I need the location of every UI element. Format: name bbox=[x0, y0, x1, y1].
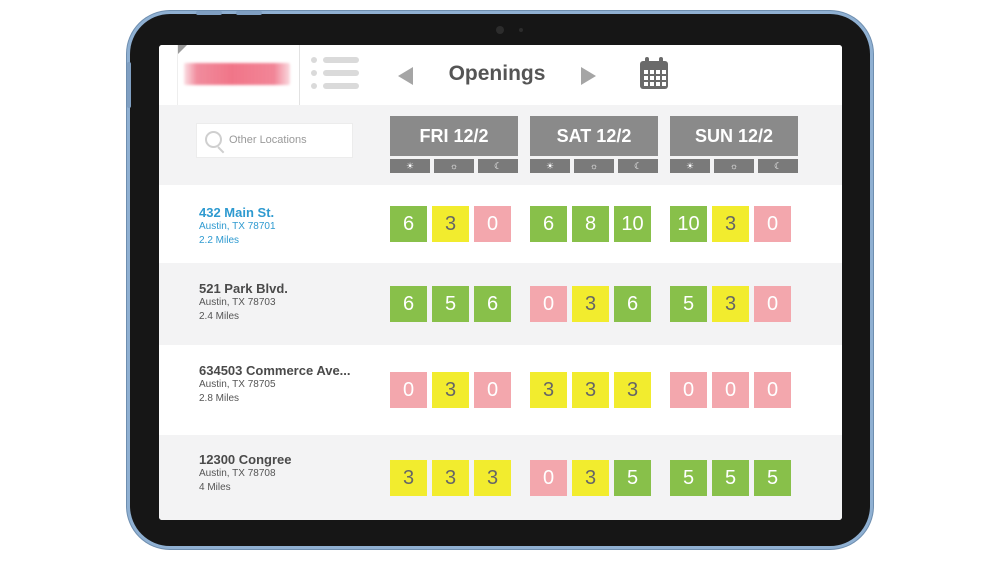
day-header-band: FRI 12/2 ☀ ☼ ☾ SAT 12/2 ☀ ☼ ☾ SUN 12/2 ☀ ☼ ☾ bbox=[159, 105, 842, 185]
day-column: SUN 12/2 ☀ ☼ ☾ bbox=[670, 116, 798, 173]
list-menu-icon[interactable] bbox=[311, 57, 361, 91]
location-name[interactable]: 634503 Commerce Ave... bbox=[199, 363, 351, 378]
opening-count-cell[interactable]: 3 bbox=[614, 372, 651, 408]
opening-count-cell[interactable]: 10 bbox=[670, 206, 707, 242]
opening-count-cell[interactable]: 3 bbox=[530, 372, 567, 408]
front-camera bbox=[496, 26, 504, 34]
location-name[interactable]: 12300 Congree bbox=[199, 452, 292, 467]
logo-area bbox=[177, 45, 300, 105]
day-header-button[interactable]: SAT 12/2 bbox=[530, 116, 658, 156]
morning-icon: ☀ bbox=[530, 159, 570, 173]
chevron-left-icon[interactable] bbox=[398, 67, 413, 85]
opening-count-cell[interactable]: 0 bbox=[474, 372, 511, 408]
camera-sensor bbox=[519, 28, 523, 32]
opening-count-cell[interactable]: 6 bbox=[530, 206, 567, 242]
opening-count-cell[interactable]: 5 bbox=[432, 286, 469, 322]
moon-icon: ☾ bbox=[478, 159, 518, 173]
opening-count-cell[interactable]: 3 bbox=[390, 460, 427, 496]
time-slot-row: ☀ ☼ ☾ bbox=[670, 159, 798, 173]
opening-count-cell[interactable]: 5 bbox=[670, 286, 707, 322]
moon-icon: ☾ bbox=[758, 159, 798, 173]
location-distance: 2.8 Miles bbox=[199, 393, 240, 404]
opening-count-cell[interactable]: 0 bbox=[390, 372, 427, 408]
sun-icon: ☼ bbox=[714, 159, 754, 173]
opening-count-cell[interactable]: 3 bbox=[572, 286, 609, 322]
opening-count-cell[interactable]: 3 bbox=[432, 206, 469, 242]
blurred-logo bbox=[184, 63, 290, 85]
location-distance: 2.2 Miles bbox=[199, 235, 240, 246]
opening-count-cell[interactable]: 6 bbox=[390, 286, 427, 322]
moon-icon: ☾ bbox=[618, 159, 658, 173]
opening-count-cell[interactable]: 3 bbox=[712, 206, 749, 242]
opening-count-cell[interactable]: 0 bbox=[754, 286, 791, 322]
power-button bbox=[127, 62, 131, 108]
opening-count-cell[interactable]: 5 bbox=[614, 460, 651, 496]
location-name[interactable]: 432 Main St. bbox=[199, 205, 275, 220]
opening-count-cell[interactable]: 6 bbox=[474, 286, 511, 322]
location-search bbox=[196, 123, 353, 158]
day-column: SAT 12/2 ☀ ☼ ☾ bbox=[530, 116, 658, 173]
morning-icon: ☀ bbox=[670, 159, 710, 173]
location-address: Austin, TX 78708 bbox=[199, 468, 276, 479]
day-header-button[interactable]: FRI 12/2 bbox=[390, 116, 518, 156]
opening-count-cell[interactable]: 3 bbox=[572, 460, 609, 496]
opening-count-cell[interactable]: 5 bbox=[754, 460, 791, 496]
location-address: Austin, TX 78705 bbox=[199, 379, 276, 390]
time-slot-row: ☀ ☼ ☾ bbox=[390, 159, 518, 173]
opening-count-cell[interactable]: 10 bbox=[614, 206, 651, 242]
volume-button bbox=[196, 11, 222, 15]
location-row[interactable]: 432 Main St. Austin, TX 78701 2.2 Miles 6 3 0… bbox=[159, 185, 842, 263]
location-row[interactable]: 12300 Congree Austin, TX 78708 4 Miles 3 3 3 0… bbox=[159, 435, 842, 520]
opening-count-cell[interactable]: 5 bbox=[712, 460, 749, 496]
location-row[interactable]: 634503 Commerce Ave... Austin, TX 78705 2.… bbox=[159, 345, 842, 435]
chevron-right-icon[interactable] bbox=[581, 67, 596, 85]
location-distance: 2.4 Miles bbox=[199, 311, 240, 322]
location-row[interactable]: 521 Park Blvd. Austin, TX 78703 2.4 Miles 6… bbox=[159, 263, 842, 345]
opening-count-cell[interactable]: 5 bbox=[670, 460, 707, 496]
opening-count-cell[interactable]: 3 bbox=[572, 372, 609, 408]
location-address: Austin, TX 78701 bbox=[199, 221, 276, 232]
location-name[interactable]: 521 Park Blvd. bbox=[199, 281, 288, 296]
opening-count-cell[interactable]: 0 bbox=[530, 460, 567, 496]
app-screen: Openings FRI 12/2 ☀ ☼ ☾ SAT 12/2 ☀ ☼ ☾ SUN 12/2 ☀… bbox=[159, 45, 842, 520]
day-column: FRI 12/2 ☀ ☼ ☾ bbox=[390, 116, 518, 173]
opening-count-cell[interactable]: 8 bbox=[572, 206, 609, 242]
time-slot-row: ☀ ☼ ☾ bbox=[530, 159, 658, 173]
location-address: Austin, TX 78703 bbox=[199, 297, 276, 308]
volume-button bbox=[236, 11, 262, 15]
page-title: Openings bbox=[448, 62, 546, 85]
day-header-button[interactable]: SUN 12/2 bbox=[670, 116, 798, 156]
opening-count-cell[interactable]: 3 bbox=[432, 372, 469, 408]
opening-count-cell[interactable]: 0 bbox=[530, 286, 567, 322]
morning-icon: ☀ bbox=[390, 159, 430, 173]
opening-count-cell[interactable]: 0 bbox=[754, 372, 791, 408]
sun-icon: ☼ bbox=[434, 159, 474, 173]
search-icon bbox=[205, 131, 225, 154]
top-bar: Openings bbox=[159, 45, 842, 105]
opening-count-cell[interactable]: 6 bbox=[390, 206, 427, 242]
location-distance: 4 Miles bbox=[199, 482, 231, 493]
opening-count-cell[interactable]: 3 bbox=[432, 460, 469, 496]
opening-count-cell[interactable]: 0 bbox=[712, 372, 749, 408]
opening-count-cell[interactable]: 3 bbox=[712, 286, 749, 322]
corner-fold bbox=[178, 45, 187, 54]
search-input[interactable] bbox=[229, 131, 347, 149]
calendar-icon[interactable] bbox=[640, 57, 668, 89]
opening-count-cell[interactable]: 3 bbox=[474, 460, 511, 496]
opening-count-cell[interactable]: 0 bbox=[474, 206, 511, 242]
sun-icon: ☼ bbox=[574, 159, 614, 173]
opening-count-cell[interactable]: 6 bbox=[614, 286, 651, 322]
opening-count-cell[interactable]: 0 bbox=[754, 206, 791, 242]
opening-count-cell[interactable]: 0 bbox=[670, 372, 707, 408]
